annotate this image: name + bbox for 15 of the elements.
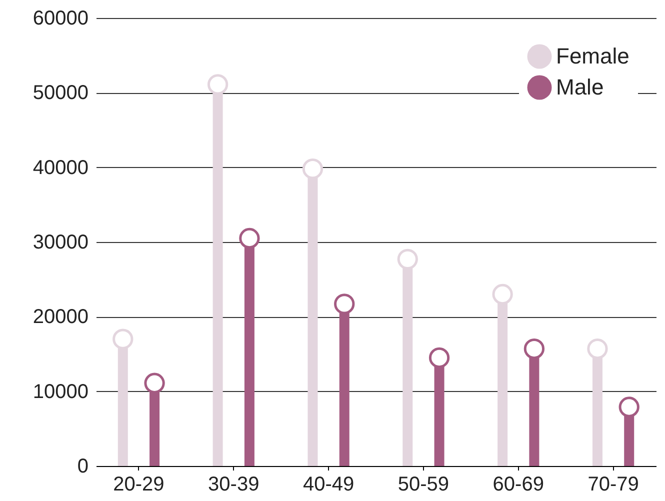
x-tick-label: 70-79 (588, 474, 639, 496)
y-tick-label: 20000 (32, 306, 88, 328)
y-tick-label: 10000 (32, 380, 88, 403)
y-tick-label: 0 (77, 456, 88, 478)
legend-label: Female (556, 44, 630, 68)
x-tick-label: 30-39 (208, 474, 260, 496)
legend-label: Male (556, 74, 604, 100)
y-tick-label: 30000 (32, 232, 88, 254)
x-tick-label: 40-49 (302, 474, 354, 496)
x-tick-label: 20-29 (113, 474, 164, 496)
y-tick-label: 50000 (32, 82, 88, 104)
y-tick-label: 60000 (32, 8, 88, 30)
y-tick-label: 40000 (32, 156, 88, 179)
x-tick-label: 50-59 (398, 474, 450, 496)
x-tick-label: 60-69 (492, 474, 544, 496)
